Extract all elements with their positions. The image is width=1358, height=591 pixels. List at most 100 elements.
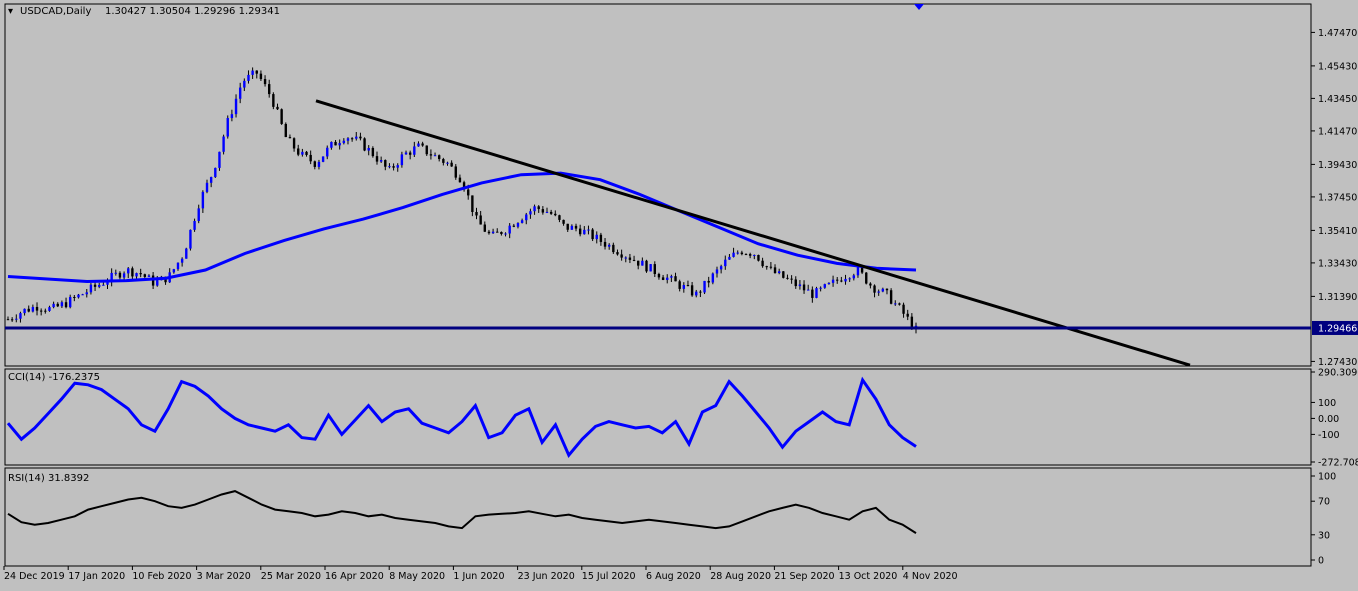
candle-body bbox=[699, 291, 702, 293]
candle-body bbox=[516, 222, 520, 227]
candle-body bbox=[910, 316, 914, 329]
rsi-tick-label: 100 bbox=[1318, 472, 1336, 483]
candle-body bbox=[122, 273, 126, 278]
candle-body bbox=[288, 137, 292, 139]
candle-body bbox=[222, 136, 225, 152]
candle-body bbox=[6, 319, 10, 321]
candle-body bbox=[268, 84, 271, 95]
candle-body bbox=[238, 87, 242, 99]
candle-body bbox=[85, 292, 88, 295]
candle-body bbox=[769, 266, 773, 268]
cci-tick-label: 0.00 bbox=[1318, 414, 1339, 425]
cci-tick-label: -272.7082 bbox=[1318, 458, 1358, 469]
candle-body bbox=[483, 224, 487, 232]
candle-body bbox=[462, 182, 466, 190]
candle-body bbox=[881, 288, 885, 292]
candle-body bbox=[599, 234, 603, 242]
price-tick-label: 1.31390 bbox=[1318, 292, 1357, 303]
candle-body bbox=[297, 148, 300, 155]
date-tick-label: 16 Apr 2020 bbox=[325, 571, 384, 582]
candle-body bbox=[628, 257, 632, 260]
price-tick-label: 1.41470 bbox=[1318, 126, 1357, 137]
cci-label: CCI(14) -176.2375 bbox=[8, 372, 100, 383]
candle-body bbox=[189, 229, 192, 249]
candle-body bbox=[632, 259, 636, 261]
candle-body bbox=[761, 260, 764, 267]
date-tick-label: 8 May 2020 bbox=[389, 571, 445, 582]
candle-body bbox=[844, 278, 847, 282]
candle-body bbox=[744, 254, 748, 256]
candle-body bbox=[56, 303, 59, 307]
candle-body bbox=[408, 152, 412, 155]
candle-body bbox=[131, 268, 134, 277]
candle-body bbox=[794, 279, 797, 287]
rsi-tick-label: 70 bbox=[1318, 497, 1330, 508]
candle-body bbox=[139, 273, 142, 275]
candle-body bbox=[301, 151, 304, 155]
candle-body bbox=[549, 211, 553, 214]
candle-body bbox=[197, 208, 200, 221]
candle-body bbox=[512, 225, 516, 227]
rsi-label: RSI(14) 31.8392 bbox=[8, 473, 89, 484]
candle-body bbox=[429, 154, 433, 156]
candle-body bbox=[504, 233, 507, 235]
candle-body bbox=[209, 177, 213, 183]
rsi-line bbox=[7, 490, 917, 534]
candle-body bbox=[338, 143, 341, 146]
candle-body bbox=[562, 219, 565, 224]
date-tick-label: 13 Oct 2020 bbox=[839, 571, 898, 582]
candle-body bbox=[496, 231, 499, 233]
candle-body bbox=[388, 166, 391, 168]
candle-body bbox=[89, 284, 93, 293]
price-pane-frame bbox=[4, 3, 1312, 367]
candle-body bbox=[848, 278, 851, 280]
candle-body bbox=[292, 138, 296, 149]
candle-body bbox=[396, 165, 399, 168]
candle-body bbox=[786, 277, 789, 279]
date-tick-label: 24 Dec 2019 bbox=[4, 571, 65, 582]
candle-body bbox=[110, 272, 113, 283]
candle-body bbox=[578, 228, 582, 235]
candle-body bbox=[77, 294, 80, 298]
candle-body bbox=[525, 214, 528, 221]
cci-tick-label: -100 bbox=[1318, 430, 1340, 441]
candle-body bbox=[873, 285, 876, 293]
price-tick-label: 1.37450 bbox=[1318, 192, 1357, 203]
downtrend-line[interactable] bbox=[315, 99, 1191, 367]
price-tick-label: 1.39430 bbox=[1318, 160, 1357, 171]
candle-body bbox=[367, 147, 370, 151]
shift-marker-icon[interactable] bbox=[914, 4, 924, 10]
date-tick-label: 17 Jan 2020 bbox=[68, 571, 125, 582]
candle-body bbox=[487, 231, 491, 234]
candle-body bbox=[612, 244, 615, 253]
candle-body bbox=[782, 271, 785, 278]
candle-body bbox=[856, 266, 860, 276]
candle-body bbox=[417, 143, 420, 147]
candle-body bbox=[508, 225, 511, 234]
candle-body bbox=[877, 291, 880, 293]
candle-body bbox=[686, 285, 690, 287]
candle-body bbox=[446, 162, 449, 164]
candle-body bbox=[574, 225, 578, 229]
candle-body bbox=[603, 241, 607, 247]
current-price-label: 1.29466 bbox=[1318, 323, 1357, 334]
candle-body bbox=[35, 306, 39, 311]
symbol-dropdown-icon[interactable]: ▾ bbox=[8, 6, 13, 17]
candle-body bbox=[823, 284, 826, 288]
candle-body bbox=[151, 275, 155, 286]
candle-body bbox=[898, 303, 901, 305]
candle-body bbox=[172, 269, 176, 273]
candle-body bbox=[176, 262, 180, 270]
candle-body bbox=[566, 223, 569, 230]
candle-body bbox=[68, 296, 72, 308]
candle-body bbox=[670, 276, 673, 278]
candle-body bbox=[773, 267, 777, 274]
price-tick-label: 1.43450 bbox=[1318, 94, 1357, 105]
candle-body bbox=[570, 225, 574, 230]
candle-body bbox=[180, 258, 184, 263]
candle-body bbox=[23, 308, 26, 314]
candle-body bbox=[637, 260, 640, 266]
candle-body bbox=[334, 141, 337, 146]
candle-body bbox=[690, 285, 694, 296]
